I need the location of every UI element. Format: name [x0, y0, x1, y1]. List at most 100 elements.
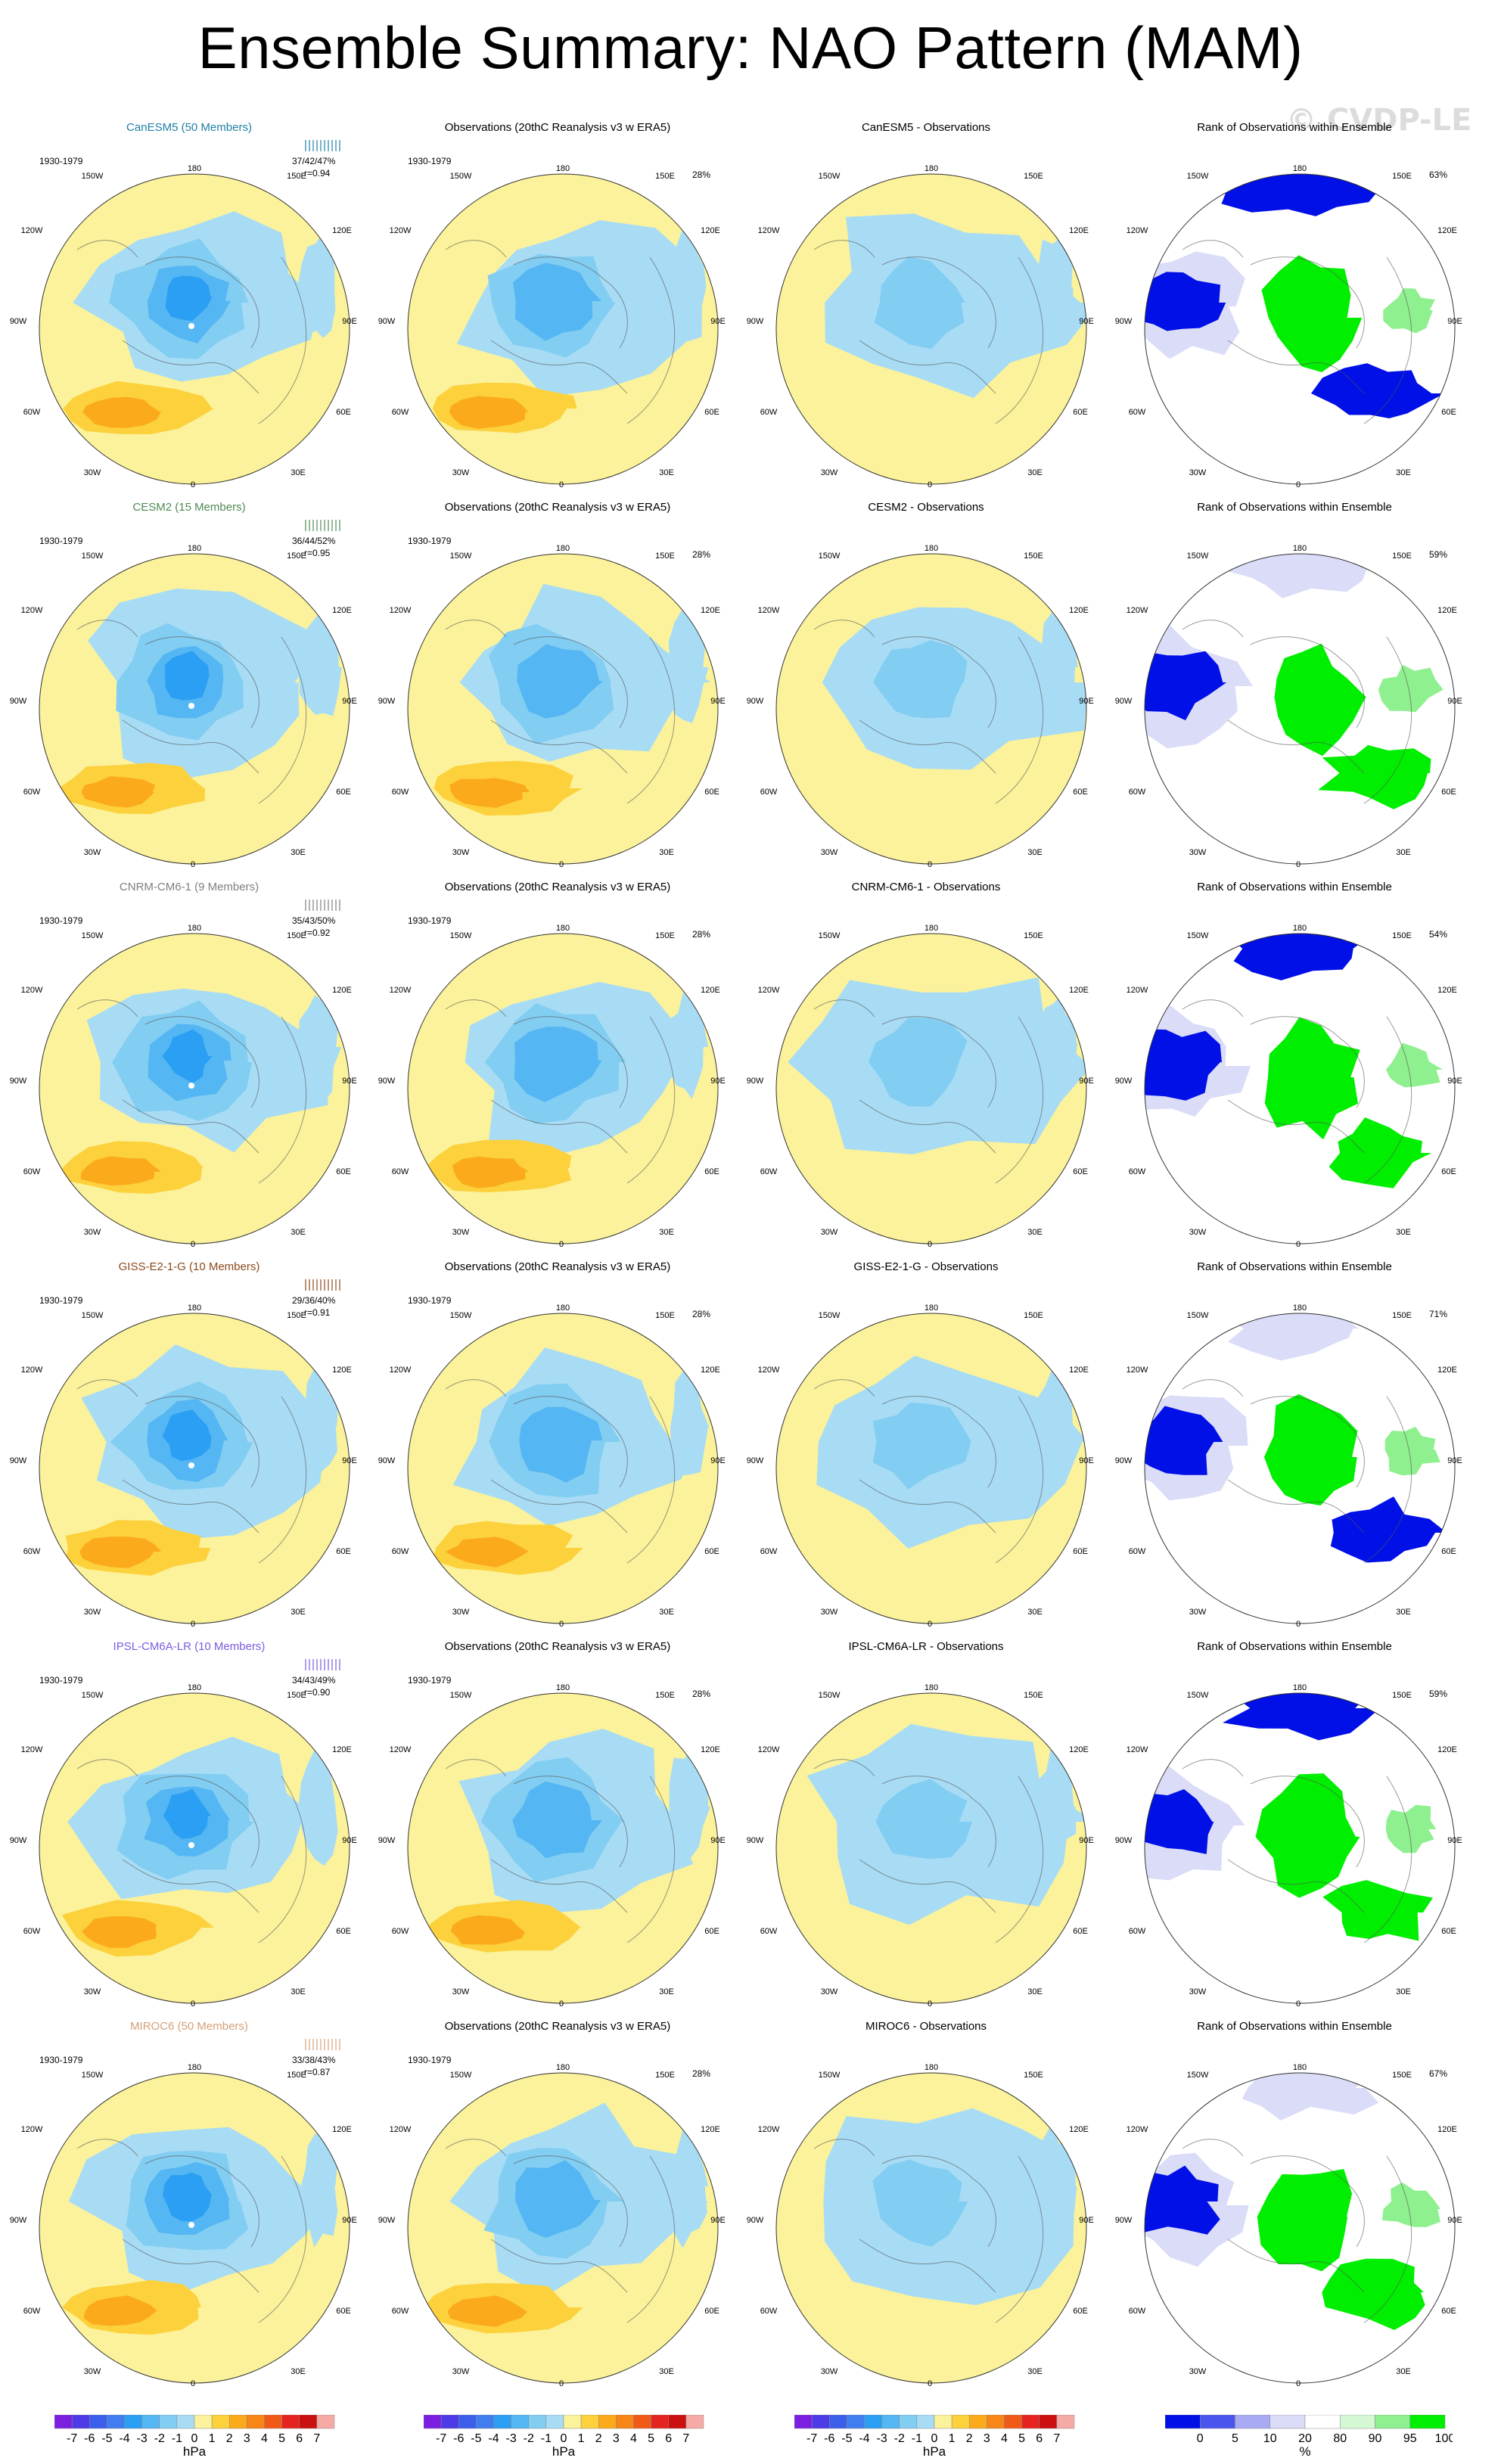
model-panel-title: GISS-E2-1-G (10 Members)	[118, 1260, 260, 1273]
polar-map: 180 150W 150E 120W 120E 90W 90E 60W 60E 30W 30E 0	[378, 1303, 726, 1629]
longitude-label: 90E	[710, 1456, 726, 1465]
longitude-label: 120E	[701, 226, 720, 235]
longitude-label: 120W	[758, 2125, 780, 2134]
coastline-0	[513, 1396, 628, 1488]
longitude-label: 30E	[1396, 1608, 1411, 1617]
field-negative-east	[669, 1749, 710, 1866]
colorbar-swatch	[511, 2414, 529, 2429]
percent-label: 59%	[1429, 549, 1448, 560]
coastline-3	[445, 1379, 507, 1397]
longitude-label: 0	[191, 2379, 195, 2388]
longitude-label: 150W	[819, 2071, 841, 2080]
period-label: 1930-1979	[39, 156, 83, 166]
spread-tick-marks	[305, 900, 340, 911]
colorbar-tick-label: 1	[578, 2432, 585, 2445]
diff-panel-title: CanESM5 - Observations	[861, 121, 991, 134]
longitude-label: 0	[559, 480, 564, 489]
longitude-label: 0	[191, 860, 195, 869]
field-positive-strong	[447, 2295, 528, 2327]
colorbar-swatch	[247, 2414, 265, 2429]
panel-model: CNRM-CM6-1 (9 Members) 1930-1979 35/43/50%…	[10, 881, 357, 1251]
polar-map: 180 150W 150E 120W 120E 90W 90E 60W 60E 30W 30E 0	[747, 1303, 1094, 1629]
longitude-label: 60W	[1129, 1927, 1146, 1936]
rank-panel-title: Rank of Observations within Ensemble	[1197, 2020, 1392, 2033]
panel-obs: Observations (20thC Reanalysis v3 w ERA5…	[378, 2020, 726, 2391]
spread-stats: 33/38/43%	[292, 2055, 336, 2065]
colorbar-tick-label: 0	[561, 2432, 567, 2445]
longitude-label: 150E	[1024, 1311, 1043, 1320]
coastline-0	[145, 1396, 259, 1488]
longitude-label: 30W	[84, 848, 101, 857]
longitude-label: 0	[559, 1999, 564, 2009]
colorbar-tick-label: 7	[682, 2432, 689, 2445]
longitude-label: 0	[191, 1240, 195, 1249]
map-boundary	[39, 173, 350, 485]
colorbar-swatch	[1375, 2414, 1410, 2429]
field-negative-strong	[163, 2172, 213, 2221]
map-field	[39, 934, 350, 1244]
coastline-2	[1363, 636, 1412, 804]
longitude-label: 30W	[1189, 1987, 1207, 1996]
spread-stats: 36/44/52%	[292, 536, 336, 546]
colorbar-tick-label: 10	[1263, 2432, 1277, 2445]
map-boundary	[775, 2072, 1087, 2384]
polar-map: 180 150W 150E 120W 120E 90W 90E 60W 60E 30W 30E 0	[747, 2063, 1094, 2388]
colorbar-tick-label: -1	[912, 2432, 922, 2445]
coastline-1	[859, 1099, 996, 1154]
coastline-1	[859, 1479, 996, 1533]
colorbar-swatch	[1021, 2414, 1040, 2429]
longitude-label: 90E	[1447, 1836, 1462, 1845]
coastline-3	[1182, 620, 1244, 638]
longitude-label: 90W	[10, 2216, 27, 2225]
longitude-label: 90W	[378, 2216, 396, 2225]
colorbar-swatch	[229, 2414, 247, 2429]
longitude-label: 120W	[21, 1366, 43, 1375]
longitude-label: 60W	[23, 1927, 41, 1936]
panel-obs: Observations (20thC Reanalysis v3 w ERA5…	[378, 1260, 726, 1631]
rank-region-low	[1145, 651, 1227, 721]
longitude-label: 150W	[1187, 172, 1209, 181]
colorbar-swatch	[458, 2414, 477, 2429]
longitude-label: 60E	[1441, 1547, 1456, 1556]
coastline-2	[1363, 1016, 1412, 1184]
period-label: 1930-1979	[408, 2055, 452, 2065]
longitude-label: 90E	[1079, 2216, 1094, 2225]
longitude-label: 60W	[392, 408, 409, 417]
panel-model: GISS-E2-1-G (10 Members) 1930-1979 29/36/4…	[10, 1260, 357, 1631]
longitude-label: 120W	[1127, 1366, 1148, 1375]
coastline-2	[995, 2155, 1044, 2323]
longitude-label: 0	[191, 1620, 195, 1629]
longitude-label: 0	[928, 480, 932, 489]
longitude-label: 90E	[1447, 2216, 1462, 2225]
field-positive-strong	[449, 778, 530, 808]
longitude-label: 90E	[1079, 1077, 1094, 1086]
field-negative-weak	[825, 213, 1086, 399]
longitude-label: 60W	[392, 1927, 409, 1936]
colorbar-tick-label: -6	[824, 2432, 834, 2445]
map-field	[776, 554, 1086, 864]
model-panel-title: IPSL-CM6A-LR (10 Members)	[113, 1640, 266, 1653]
pole-marker	[188, 1083, 194, 1089]
longitude-label: 180	[556, 164, 570, 173]
longitude-label: 0	[559, 1240, 564, 1249]
colorbar-swatch	[633, 2414, 651, 2429]
colorbar-tick-label: -7	[436, 2432, 446, 2445]
longitude-label: 150E	[287, 172, 306, 181]
longitude-label: 60E	[1441, 2307, 1456, 2316]
coastline-0	[145, 256, 259, 349]
colorbar-swatch	[54, 2414, 73, 2429]
colorbar-swatch	[194, 2414, 213, 2429]
longitude-label: 150W	[450, 2071, 472, 2080]
longitude-label: 120E	[701, 1366, 720, 1375]
longitude-label: 60E	[1073, 408, 1088, 417]
rank-region-high	[1257, 2169, 1353, 2272]
longitude-label: 120E	[332, 986, 352, 995]
coastline-2	[258, 636, 307, 804]
coastline-0	[881, 2155, 996, 2248]
colorbar-swatch	[651, 2414, 669, 2429]
colorbar-swatch	[685, 2414, 704, 2429]
field-negative-east	[298, 995, 342, 1102]
percent-label: 63%	[1429, 169, 1448, 180]
longitude-label: 0	[1296, 2379, 1301, 2388]
colorbar-swatch	[176, 2414, 195, 2429]
